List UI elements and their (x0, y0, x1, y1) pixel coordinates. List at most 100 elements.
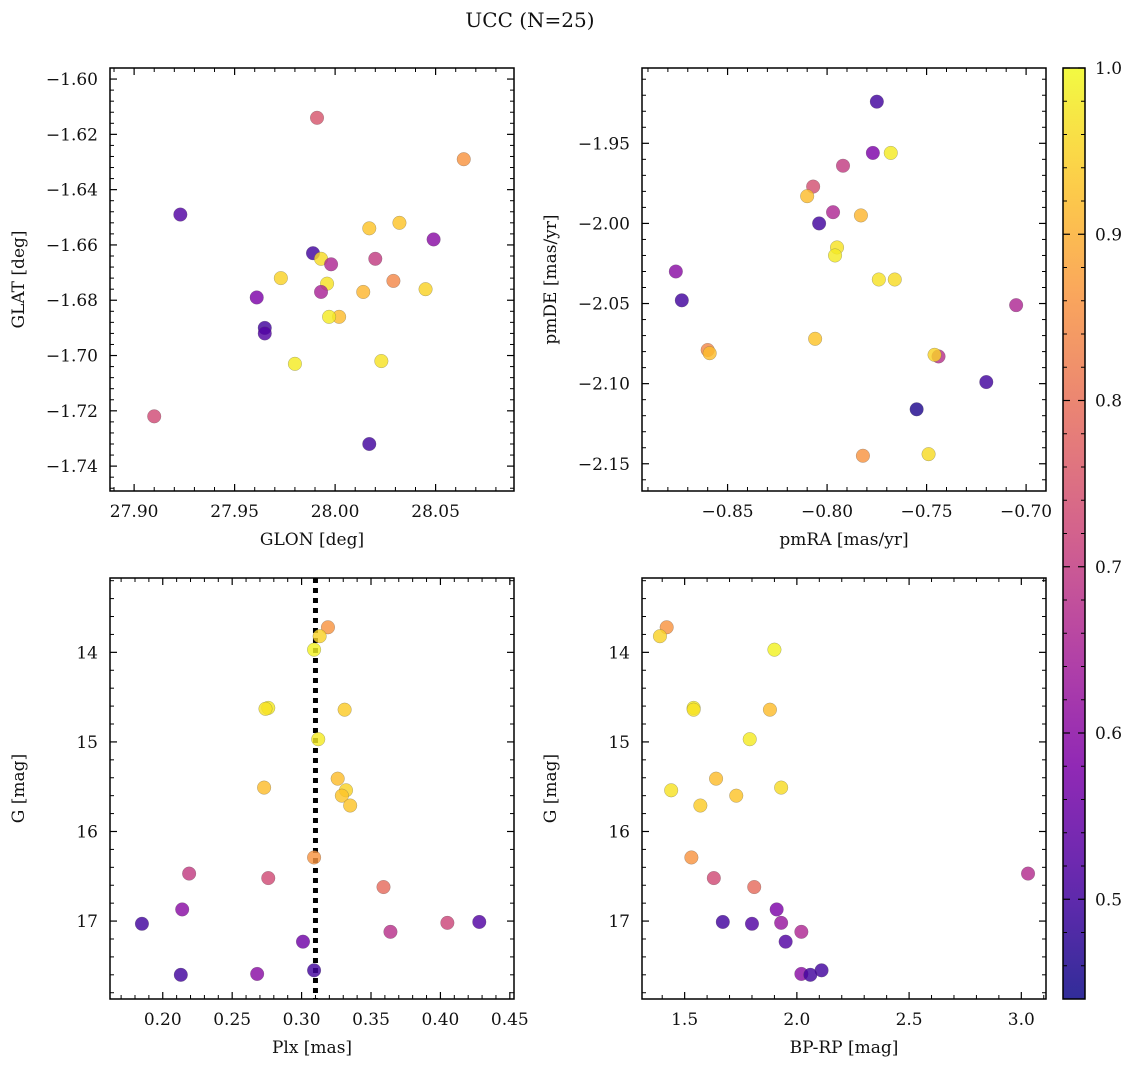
colorbar-tick-label: 0.7 (1095, 558, 1122, 578)
y-tick-label: −1.68 (46, 291, 98, 311)
x-axis-label: BP-RP [mag] (790, 1038, 899, 1058)
colorbar-tick-label: 0.8 (1095, 392, 1122, 412)
y-tick-label: −2.15 (578, 455, 630, 475)
data-point (715, 914, 730, 929)
scatter-panel-2: −0.85 −0.80 −0.75 −0.70 −2.15 −2.10 −2.05 −2.00… (541, 67, 1052, 550)
data-point (1021, 866, 1036, 881)
data-point (871, 272, 886, 287)
data-point (826, 205, 841, 220)
x-tick-label: 0.45 (491, 1010, 529, 1030)
y-tick-label: 14 (76, 643, 98, 663)
colorbar: 0.5 0.6 0.7 0.8 0.9 1.0 (1062, 59, 1122, 1000)
axes-frame (109, 577, 515, 1000)
data-point (456, 152, 471, 167)
data-point (472, 914, 487, 929)
scatter-panel-1: 27.90 27.95 28.00 28.05 −1.74 −1.72 −1.70 −1.68… (9, 67, 515, 550)
data-point (774, 780, 789, 795)
data-point (173, 207, 188, 222)
y-axis-label: GLAT [deg] (9, 230, 29, 328)
data-point (693, 798, 708, 813)
data-point (287, 356, 302, 371)
data-point (769, 902, 784, 917)
figure-title: UCC (N=25) (465, 8, 594, 32)
data-point (307, 850, 322, 865)
data-point (307, 963, 322, 978)
data-point (320, 620, 335, 635)
plot-area (668, 94, 1024, 463)
data-point (376, 880, 391, 895)
data-point (440, 915, 455, 930)
data-point (386, 273, 401, 288)
plot-area (652, 620, 1036, 982)
tick-marks (642, 578, 1046, 999)
colorbar-tick-label: 0.9 (1095, 225, 1122, 245)
data-point (311, 732, 326, 747)
x-tick-label: 0.25 (213, 1010, 251, 1030)
data-point (175, 902, 190, 917)
plot-area (147, 110, 471, 452)
data-point (362, 437, 377, 452)
y-tick-label: −1.64 (46, 181, 98, 201)
y-axis-label: G [mag] (9, 754, 29, 823)
x-tick-label: −0.85 (702, 502, 754, 522)
y-axis-label: pmDE [mas/yr] (541, 214, 561, 344)
data-point (887, 272, 902, 287)
x-tick-label: −0.75 (901, 502, 953, 522)
data-point (383, 924, 398, 939)
data-point (392, 215, 407, 230)
data-point (706, 871, 721, 886)
data-point (314, 284, 329, 299)
y-tick-label: −1.72 (46, 402, 98, 422)
data-point (257, 326, 272, 341)
data-point (674, 293, 689, 308)
data-point (426, 232, 441, 247)
data-point (368, 251, 383, 266)
data-point (742, 732, 757, 747)
data-point (828, 248, 843, 263)
data-point (927, 347, 942, 362)
scatter-panel-4: 1.5 2.0 2.5 3.0 14 15 16 17 BP-RP [mag] G [mag] (541, 577, 1047, 1058)
y-tick-label: 15 (76, 733, 98, 753)
data-point (668, 264, 683, 279)
data-point (686, 702, 701, 717)
data-point (258, 701, 273, 716)
data-point (182, 866, 197, 881)
data-point (324, 257, 339, 272)
data-point (250, 966, 265, 981)
y-tick-label: −1.74 (46, 457, 98, 477)
x-tick-label: 28.00 (311, 502, 360, 522)
x-tick-label: −0.80 (801, 502, 853, 522)
data-point (356, 284, 371, 299)
colorbar-tick-label: 1.0 (1095, 59, 1122, 79)
data-point (883, 145, 898, 160)
data-point (744, 916, 759, 931)
data-point (147, 409, 162, 424)
data-point (330, 771, 345, 786)
y-tick-label: −1.70 (46, 347, 98, 367)
x-axis-label: Plx [mas] (272, 1038, 352, 1058)
data-point (869, 94, 884, 109)
data-point (343, 798, 358, 813)
y-tick-label: −1.62 (46, 125, 98, 145)
x-tick-label: 2.5 (896, 1010, 923, 1030)
x-tick-label: 3.0 (1008, 1010, 1035, 1030)
data-point (803, 967, 818, 982)
data-point (249, 290, 264, 305)
data-point (261, 871, 276, 886)
y-axis-label: G [mag] (541, 754, 561, 823)
y-tick-label: 16 (608, 822, 630, 842)
scatter-panel-3: 0.20 0.25 0.30 0.35 0.40 0.45 14 15 16 17 Plx [mas… (9, 577, 529, 1058)
data-point (921, 447, 936, 462)
data-point (774, 915, 789, 930)
x-tick-label: −0.70 (1000, 502, 1052, 522)
y-tick-label: 17 (76, 912, 98, 932)
data-point (979, 375, 994, 390)
data-point (747, 880, 762, 895)
data-point (808, 331, 823, 346)
data-point (374, 354, 389, 369)
data-point (322, 309, 337, 324)
data-point (418, 282, 433, 297)
data-point (307, 642, 322, 657)
y-tick-label: −2.00 (578, 214, 630, 234)
